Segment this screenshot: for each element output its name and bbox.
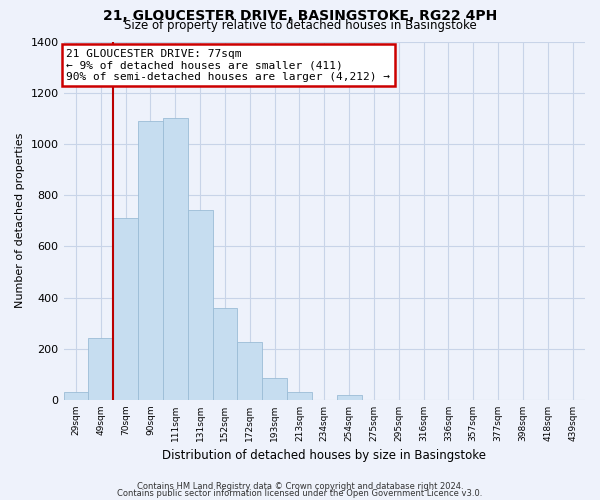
X-axis label: Distribution of detached houses by size in Basingstoke: Distribution of detached houses by size …: [162, 450, 486, 462]
Bar: [287, 392, 312, 400]
Y-axis label: Number of detached properties: Number of detached properties: [15, 133, 25, 308]
Bar: [113, 218, 138, 400]
Text: Size of property relative to detached houses in Basingstoke: Size of property relative to detached ho…: [124, 19, 476, 32]
Bar: [138, 121, 163, 400]
Text: 21 GLOUCESTER DRIVE: 77sqm
← 9% of detached houses are smaller (411)
90% of semi: 21 GLOUCESTER DRIVE: 77sqm ← 9% of detac…: [66, 48, 390, 82]
Text: Contains HM Land Registry data © Crown copyright and database right 2024.: Contains HM Land Registry data © Crown c…: [137, 482, 463, 491]
Bar: [163, 118, 188, 400]
Bar: [238, 342, 262, 400]
Text: Contains public sector information licensed under the Open Government Licence v3: Contains public sector information licen…: [118, 489, 482, 498]
Bar: [337, 395, 362, 400]
Bar: [64, 392, 88, 400]
Bar: [88, 338, 113, 400]
Bar: [262, 378, 287, 400]
Bar: [212, 308, 238, 400]
Bar: [188, 210, 212, 400]
Text: 21, GLOUCESTER DRIVE, BASINGSTOKE, RG22 4PH: 21, GLOUCESTER DRIVE, BASINGSTOKE, RG22 …: [103, 9, 497, 23]
